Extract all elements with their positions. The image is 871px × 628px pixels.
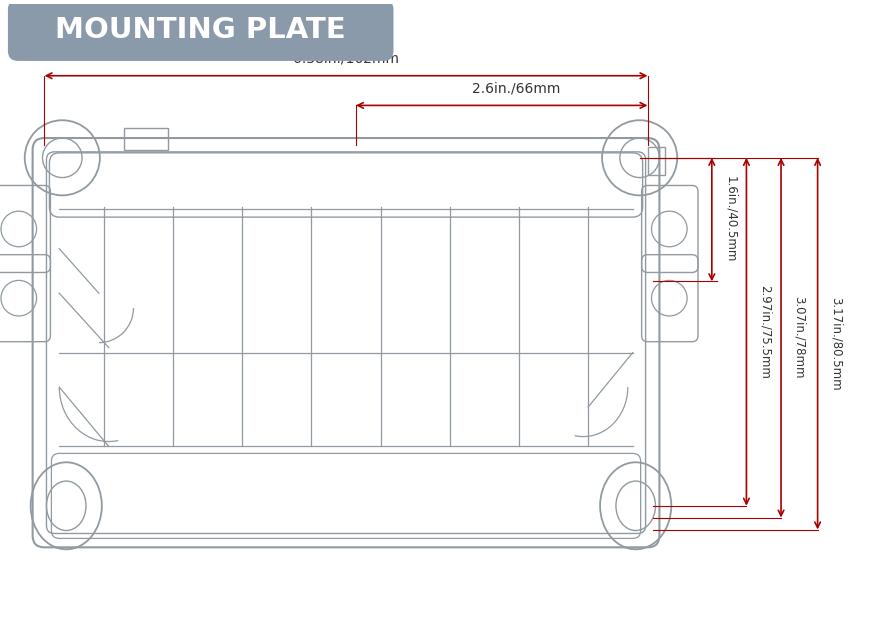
Text: 6.38in./162mm: 6.38in./162mm: [293, 52, 399, 66]
Text: 2.97in./75.5mm: 2.97in./75.5mm: [759, 285, 772, 379]
Text: 3.17in./80.5mm: 3.17in./80.5mm: [829, 297, 842, 391]
Text: 3.07in./78mm: 3.07in./78mm: [793, 296, 806, 379]
Text: 2.6in./66mm: 2.6in./66mm: [472, 82, 561, 95]
Text: 1.6in./40.5mm: 1.6in./40.5mm: [724, 176, 737, 263]
Bar: [647, 147, 665, 175]
Bar: [124, 128, 168, 150]
Text: MOUNTING PLATE: MOUNTING PLATE: [56, 16, 346, 44]
FancyBboxPatch shape: [8, 0, 394, 61]
